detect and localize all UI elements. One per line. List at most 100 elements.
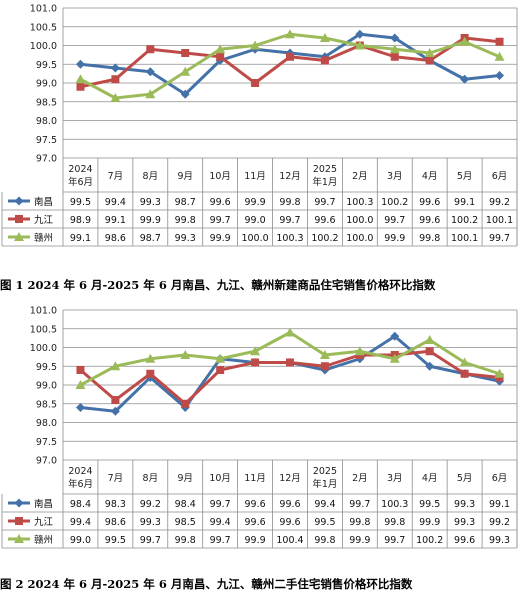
data-point <box>180 66 191 76</box>
data-label: 98.9 <box>70 215 91 226</box>
data-label: 99.6 <box>419 215 440 226</box>
data-point <box>389 353 400 363</box>
data-label: 99.9 <box>384 233 405 244</box>
data-label: 98.7 <box>140 233 161 244</box>
x-tick-label: 6月 <box>492 171 508 182</box>
data-point <box>425 56 434 65</box>
x-tick-label: 6月 <box>492 473 508 484</box>
data-label: 98.4 <box>175 499 196 510</box>
data-label: 100.2 <box>381 197 408 208</box>
data-point <box>251 79 260 87</box>
y-tick-label: 100.0 <box>30 41 57 52</box>
data-point <box>495 37 504 46</box>
y-tick-label: 101.0 <box>30 4 57 15</box>
data-point <box>110 406 120 416</box>
x-tick-label: 2月 <box>352 473 368 484</box>
data-point <box>460 369 469 378</box>
data-point <box>181 399 190 408</box>
data-point <box>250 346 261 356</box>
data-label: 99.9 <box>349 535 370 546</box>
legend-label: 九江 <box>34 214 54 226</box>
data-point <box>76 366 85 374</box>
x-tick-label: 11月 <box>244 171 266 182</box>
legend-marker <box>15 215 23 223</box>
data-label: 99.8 <box>314 535 335 546</box>
x-tick-label: 年6月 <box>68 478 93 490</box>
data-point <box>424 48 435 57</box>
x-tick-label: 8月 <box>143 171 159 182</box>
data-point <box>285 327 295 337</box>
chart-2: 97.0 97.5 98.0 98.5 99.0 99.5 100.0 100.5 101.0 2… <box>1 306 518 549</box>
x-tick-label: 3月 <box>387 171 403 182</box>
data-point <box>75 59 85 69</box>
data-point <box>320 56 329 65</box>
data-point <box>390 33 400 43</box>
data-label: 99.9 <box>140 215 161 226</box>
data-point <box>145 89 156 99</box>
y-tick-label: 99.5 <box>36 362 57 373</box>
data-label: 99.7 <box>279 215 300 226</box>
data-label: 98.5 <box>175 517 196 528</box>
data-label: 99.4 <box>105 197 126 208</box>
data-point <box>76 82 85 91</box>
data-label: 99.4 <box>210 517 231 528</box>
data-point <box>286 358 294 367</box>
y-tick-label: 98.0 <box>36 116 57 127</box>
x-tick-label: 4月 <box>422 171 438 182</box>
series-2 <box>76 347 504 408</box>
data-point <box>110 361 121 371</box>
data-point <box>75 380 86 389</box>
x-tick-label: 12月 <box>279 473 301 484</box>
y-tick-label: 97.0 <box>36 456 57 467</box>
data-point <box>354 346 365 356</box>
data-label: 100.0 <box>346 215 373 226</box>
data-label: 100.2 <box>311 233 338 244</box>
x-tick-label: 年1月 <box>312 478 337 490</box>
data-point <box>215 353 226 363</box>
data-label: 99.4 <box>70 517 91 528</box>
x-tick-label: 年6月 <box>68 176 93 188</box>
data-label: 99.6 <box>244 499 265 510</box>
data-point <box>145 353 156 363</box>
data-label: 99.7 <box>210 215 231 226</box>
legend-label: 南昌 <box>34 498 53 510</box>
data-point <box>355 29 365 39</box>
data-label: 100.2 <box>451 215 478 226</box>
data-label: 99.4 <box>314 499 335 510</box>
data-label: 100.4 <box>276 535 303 546</box>
data-label: 99.1 <box>105 215 126 226</box>
data-label: 99.5 <box>314 517 335 528</box>
data-point <box>145 67 155 77</box>
data-point <box>111 396 120 404</box>
data-point <box>75 74 86 84</box>
x-tick-label: 2025 <box>313 466 337 477</box>
data-point <box>494 51 505 61</box>
data-point <box>110 63 120 73</box>
data-point <box>390 331 400 341</box>
data-label: 99.6 <box>419 197 440 208</box>
data-label: 100.0 <box>241 233 268 244</box>
data-point <box>459 357 470 367</box>
data-point <box>250 40 261 50</box>
data-label: 99.8 <box>279 197 300 208</box>
data-label: 100.1 <box>486 215 513 226</box>
data-point <box>460 74 470 84</box>
y-tick-label: 97.0 <box>36 154 57 165</box>
y-tick-label: 98.5 <box>36 399 57 410</box>
data-label: 99.8 <box>384 517 405 528</box>
x-tick-label: 11月 <box>244 473 266 484</box>
data-label: 99.6 <box>314 215 335 226</box>
y-tick-label: 98.5 <box>36 97 57 108</box>
legend-marker <box>15 517 23 525</box>
data-point <box>251 358 260 367</box>
data-label: 99.8 <box>175 535 196 546</box>
x-tick-label: 10月 <box>209 171 231 182</box>
data-point <box>354 40 365 50</box>
data-point <box>425 347 434 356</box>
data-label: 100.2 <box>416 535 443 546</box>
data-label: 99.7 <box>384 535 405 546</box>
data-label: 99.6 <box>244 517 265 528</box>
y-tick-label: 97.5 <box>36 135 57 146</box>
data-point <box>424 335 435 344</box>
data-label: 100.3 <box>346 197 373 208</box>
